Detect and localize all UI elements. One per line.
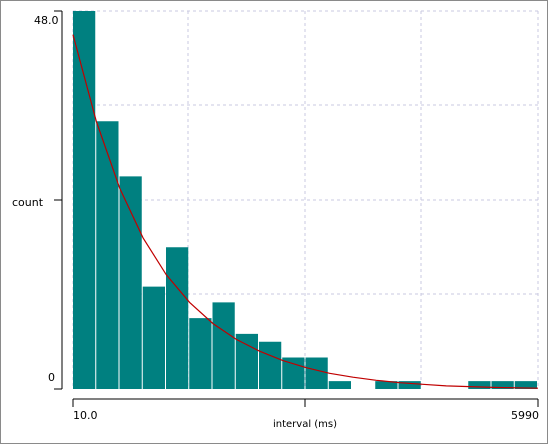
- histogram-bar: [189, 318, 212, 389]
- histogram-bar: [514, 381, 537, 389]
- x-axis-label: interval (ms): [273, 419, 337, 430]
- histogram-bar: [305, 357, 328, 389]
- histogram-bar: [491, 381, 514, 389]
- y-tick-label-max: 48.0: [34, 14, 59, 27]
- histogram-bar: [259, 341, 282, 389]
- histogram-bar: [96, 121, 119, 389]
- histogram-bar: [468, 381, 491, 389]
- y-axis-label: count: [12, 196, 44, 209]
- histogram-bar: [282, 357, 305, 389]
- y-tick-label-zero: 0: [48, 371, 55, 384]
- histogram-bars: [73, 11, 537, 389]
- histogram-bar: [398, 381, 421, 389]
- fit-curve: [72, 34, 539, 389]
- histogram-bar: [235, 333, 258, 389]
- histogram-bar: [328, 381, 351, 389]
- x-tick-label-max: 5990: [511, 409, 539, 422]
- histogram-bar: [212, 302, 235, 389]
- x-tick-label-min: 10.0: [73, 409, 98, 422]
- histogram-bar: [142, 286, 165, 389]
- histogram-bar: [119, 176, 142, 389]
- histogram-bar: [375, 381, 398, 389]
- histogram-bar: [73, 11, 96, 389]
- histogram-bar: [166, 247, 189, 389]
